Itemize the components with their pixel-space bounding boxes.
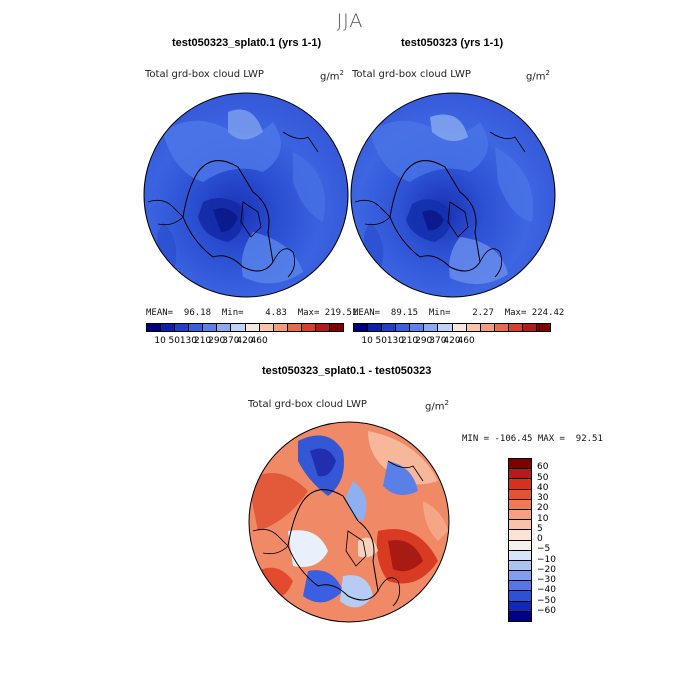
left-colorbar-swatch [287, 324, 302, 331]
right-colorbar-tick-label: 10 [361, 336, 373, 346]
right-colorbar-swatch [354, 324, 369, 331]
diff-colorbar-tick-label: 20 [537, 503, 549, 514]
diff-panel-title: test050323_splat0.1 - test050323 [262, 365, 432, 377]
left-colorbar-tick-label: 210 [193, 336, 212, 346]
diff-panel-stats: MIN = -106.45 MAX = 92.51 [462, 434, 603, 444]
diff-colorbar-tick-label: 60 [537, 462, 549, 473]
right-panel-units: g/m2 [526, 69, 550, 83]
left-colorbar-swatch [231, 324, 246, 331]
right-colorbar-swatch [494, 324, 509, 331]
left-colorbar-tick-label: 10 [154, 336, 166, 346]
diff-colorbar-tick-label: −60 [537, 605, 556, 616]
diff-colorbar-swatch [509, 550, 531, 561]
diff-colorbar-tick-label: 40 [537, 482, 549, 493]
left-colorbar-swatch [189, 324, 204, 331]
right-colorbar-swatch [452, 324, 467, 331]
diff-colorbar-tick-label: −40 [537, 585, 556, 596]
right-colorbar-swatch [424, 324, 439, 331]
left-colorbar-tick-label: 290 [208, 336, 226, 346]
left-colorbar-swatch [301, 324, 316, 331]
diff-colorbar-swatch [509, 499, 531, 510]
diff-colorbar-tick-label: −20 [537, 564, 556, 575]
right-colorbar-ticks: 10 50 130 210 290 370 420 460 [353, 336, 551, 348]
left-colorbar-swatch [245, 324, 260, 331]
diff-colorbar-tick-label: −5 [537, 544, 551, 555]
left-colorbar-swatch [315, 324, 331, 331]
diff-panel-variable: Total grd-box cloud LWP [248, 399, 367, 410]
left-panel-variable: Total grd-box cloud LWP [145, 69, 264, 80]
diff-colorbar-tick-label: 0 [537, 534, 543, 544]
right-colorbar-swatch [522, 324, 538, 331]
diff-colorbar-swatch [509, 530, 531, 541]
diff-colorbar-swatch [509, 469, 531, 480]
left-panel-title: test050323_splat0.1 (yrs 1-1) [172, 37, 322, 49]
diff-panel-units: g/m2 [425, 399, 449, 413]
diff-colorbar-swatch [509, 571, 531, 582]
right-colorbar-swatch [410, 324, 425, 331]
left-panel-stats: MEAN= 96.18 Min= 4.83 Max= 219.51 [146, 308, 358, 318]
left-colorbar-swatch [259, 324, 274, 331]
right-colorbar-tick-label: 370 [429, 336, 447, 346]
diff-colorbar-ticks: 60 50 40 30 20 10 5 0 −5 −10 −20 −30 −40 −50 −60 [537, 458, 577, 622]
left-colorbar-tick-label: 460 [250, 336, 268, 346]
difference-map [248, 421, 450, 623]
left-colorbar-swatch [203, 324, 218, 331]
diff-colorbar-tick-label: 10 [537, 513, 549, 524]
diff-colorbar-swatch [509, 611, 531, 621]
diff-colorbar-tick-label: 50 [537, 472, 549, 483]
diff-colorbar-swatch [509, 591, 531, 602]
right-colorbar-tick-label: 50 [375, 336, 388, 346]
left-panel-units: g/m2 [320, 69, 344, 83]
diff-colorbar-swatch [509, 540, 531, 551]
diff-colorbar-swatch [509, 560, 531, 572]
right-panel-variable: Total grd-box cloud LWP [352, 69, 471, 80]
diff-colorbar-tick-label: 30 [537, 493, 549, 503]
diff-colorbar-swatch [509, 479, 531, 490]
left-colorbar-swatch [175, 324, 190, 331]
diff-colorbar-swatch [509, 601, 531, 612]
right-colorbar-tick-label: 210 [400, 336, 419, 346]
diff-colorbar [508, 458, 532, 622]
right-colorbar [353, 323, 551, 332]
left-colorbar-tick-label: 50 [168, 336, 181, 346]
right-panel-stats: MEAN= 89.15 Min= 2.27 Max= 224.42 [353, 308, 565, 318]
right-colorbar-tick-label: 420 [443, 336, 461, 346]
left-colorbar-swatch [330, 324, 344, 331]
diff-colorbar-swatch [509, 489, 531, 500]
left-map [143, 92, 349, 298]
right-colorbar-swatch [382, 324, 397, 331]
left-colorbar-swatch [273, 324, 288, 331]
left-colorbar-swatch [161, 324, 176, 331]
right-colorbar-tick-label: 290 [415, 336, 433, 346]
left-colorbar-swatch [147, 324, 162, 331]
right-map [350, 92, 556, 298]
left-colorbar [146, 323, 344, 332]
diff-colorbar-tick-label: −50 [537, 595, 556, 606]
right-colorbar-tick-label: 130 [386, 336, 405, 346]
right-colorbar-swatch [508, 324, 523, 331]
diff-colorbar-swatch [509, 509, 531, 521]
diff-colorbar-tick-label: −30 [537, 575, 556, 585]
diff-colorbar-tick-label: −10 [537, 554, 556, 565]
diff-colorbar-swatch [509, 459, 531, 470]
right-colorbar-swatch [396, 324, 411, 331]
right-colorbar-swatch [368, 324, 383, 331]
right-colorbar-swatch [438, 324, 453, 331]
diff-colorbar-swatch [509, 581, 531, 592]
right-colorbar-tick-label: 460 [457, 336, 475, 346]
left-colorbar-ticks: 10 50 130 210 290 370 420 460 [146, 336, 344, 348]
right-colorbar-swatch [480, 324, 495, 331]
diff-colorbar-tick-label: 5 [537, 523, 543, 534]
left-colorbar-tick-label: 420 [236, 336, 254, 346]
page-title: JJA [336, 10, 364, 32]
right-panel-title: test050323 (yrs 1-1) [401, 37, 504, 49]
left-colorbar-tick-label: 370 [222, 336, 240, 346]
right-colorbar-swatch [466, 324, 481, 331]
left-colorbar-tick-label: 130 [179, 336, 198, 346]
right-colorbar-swatch [537, 324, 551, 331]
diff-colorbar-swatch [509, 520, 531, 531]
left-colorbar-swatch [217, 324, 232, 331]
